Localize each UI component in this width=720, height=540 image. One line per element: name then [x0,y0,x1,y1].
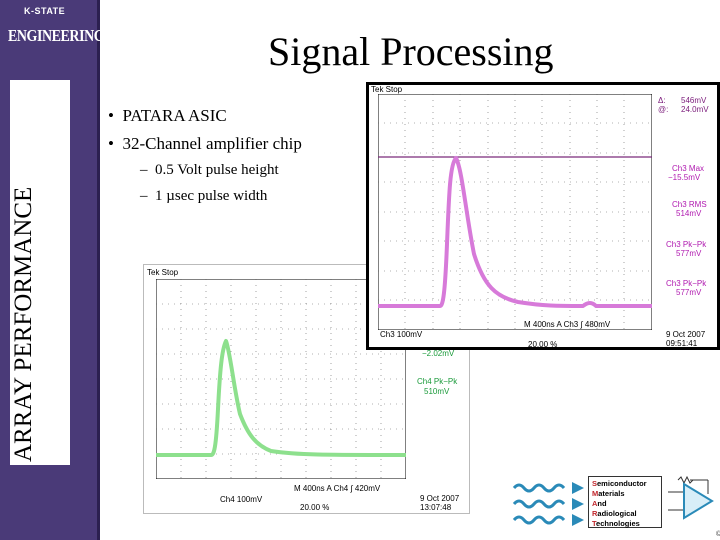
scope-date: 9 Oct 2007 [666,330,706,339]
bullet-item: • 32-Channel amplifier chip [108,134,302,162]
scope-readout-value: 546mV [681,96,707,105]
scope-readout-label: @: [658,105,669,114]
scope-grid-magenta [378,94,652,330]
scope-measurement: 514mV [676,209,702,218]
scope-readout-label: Δ: [658,96,666,105]
logo-top-text: K-STATE [24,6,66,16]
bullet-marker: • [108,106,114,125]
vertical-title: ARRAY PERFORMANCE [10,186,37,462]
scope-scale: Ch4 100mV [220,495,263,504]
scope-readout-value: 24.0mV [681,105,709,114]
scope-date: 9 Oct 2007 [420,494,460,503]
scope-measurement-label: Ch3 Pk−Pk [666,279,707,288]
slide-title: Signal Processing [268,29,554,74]
wave-icon [512,482,584,526]
scope-timebase: M 400ns A Ch4 ∫ 420mV [294,484,381,493]
scope-measurement: 510mV [424,387,450,396]
scope-time: 13:07:48 [420,503,452,512]
bullet-item: • PATARA ASIC [108,106,302,134]
amplifier-icon: © [668,475,720,538]
scope-measurement-label: Ch4 Pk−Pk [417,377,458,386]
logo-main-text: ENGINEERING. [8,26,108,45]
scope-trigger: 20.00 % [528,340,558,349]
scope-measurement-label: Ch3 RMS [672,200,707,209]
scope-grid-green [156,279,406,479]
sub-bullet-item: – 0.5 Volt pulse height [108,162,302,188]
sub-bullet-marker: – [140,162,148,178]
bullet-text: 32-Channel amplifier chip [122,134,302,153]
scope-header: Tek Stop [371,85,403,94]
scope-timebase: M 400ns A Ch3 ∫ 480mV [524,320,611,329]
scope-measurement: 577mV [676,249,702,258]
scope-measurement: −2.02mV [422,349,455,358]
sidebar-edge [97,0,100,540]
bullet-text: PATARA ASIC [122,106,227,125]
svg-text:©: © [716,530,720,538]
scope-measurement: 577mV [676,288,702,297]
bullet-marker: • [108,134,114,153]
smart-text-box: Semiconductor Materials And Radiological… [588,476,662,528]
scope-screenshot-magenta: Tek Stop Δ: 546mV @: 24.0mV Ch3 Max −15.… [366,82,720,350]
scope-scale: Ch3 100mV [380,330,423,339]
sub-bullet-text: 0.5 Volt pulse height [155,162,279,178]
scope-trigger: 20.00 % [300,503,330,512]
bullet-list: • PATARA ASIC • 32-Channel amplifier chi… [108,106,302,214]
scope-time: 09:51:41 [666,339,698,348]
sub-bullet-item: – 1 µsec pulse width [108,188,302,214]
scope-measurement: −15.5mV [668,173,701,182]
kstate-engineering-logo: K-STATE ENGINEERING. [4,4,108,60]
sub-bullet-text: 1 µsec pulse width [155,188,268,204]
scope-measurement-label: Ch3 Max [672,164,705,173]
scope-header: Tek Stop [147,268,179,277]
scope-measurement-label: Ch3 Pk−Pk [666,240,707,249]
smart-logo: Semiconductor Materials And Radiological… [510,470,720,540]
sub-bullet-marker: – [140,188,148,204]
vertical-title-band [10,80,70,465]
